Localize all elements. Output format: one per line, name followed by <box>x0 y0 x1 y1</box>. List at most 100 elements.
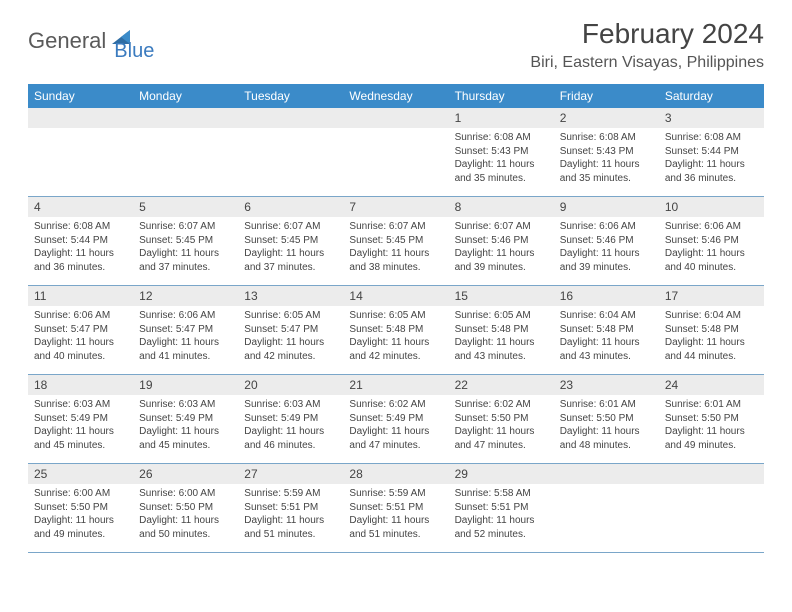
day-cell <box>238 108 343 196</box>
sunrise-text: Sunrise: 6:08 AM <box>34 220 127 234</box>
sunrise-text: Sunrise: 6:04 AM <box>560 309 653 323</box>
sunrise-text: Sunrise: 6:01 AM <box>560 398 653 412</box>
day-details <box>343 128 448 188</box>
day-cell: 8Sunrise: 6:07 AMSunset: 5:46 PMDaylight… <box>449 197 554 285</box>
day-cell <box>554 464 659 552</box>
day-number <box>659 464 764 484</box>
day-cell: 2Sunrise: 6:08 AMSunset: 5:43 PMDaylight… <box>554 108 659 196</box>
day-cell: 10Sunrise: 6:06 AMSunset: 5:46 PMDayligh… <box>659 197 764 285</box>
sunset-text: Sunset: 5:44 PM <box>34 234 127 248</box>
day-number: 28 <box>343 464 448 484</box>
day-number: 21 <box>343 375 448 395</box>
day-number: 25 <box>28 464 133 484</box>
day-details: Sunrise: 6:04 AMSunset: 5:48 PMDaylight:… <box>554 306 659 369</box>
daylight-text: Daylight: 11 hours and 43 minutes. <box>455 336 548 363</box>
sunrise-text: Sunrise: 6:03 AM <box>139 398 232 412</box>
sunrise-text: Sunrise: 6:01 AM <box>665 398 758 412</box>
day-details: Sunrise: 6:07 AMSunset: 5:45 PMDaylight:… <box>343 217 448 280</box>
day-cell: 20Sunrise: 6:03 AMSunset: 5:49 PMDayligh… <box>238 375 343 463</box>
sunset-text: Sunset: 5:48 PM <box>349 323 442 337</box>
day-cell <box>343 108 448 196</box>
daylight-text: Daylight: 11 hours and 46 minutes. <box>244 425 337 452</box>
sunset-text: Sunset: 5:50 PM <box>665 412 758 426</box>
day-cell: 7Sunrise: 6:07 AMSunset: 5:45 PMDaylight… <box>343 197 448 285</box>
day-cell: 13Sunrise: 6:05 AMSunset: 5:47 PMDayligh… <box>238 286 343 374</box>
day-details: Sunrise: 6:00 AMSunset: 5:50 PMDaylight:… <box>28 484 133 547</box>
daylight-text: Daylight: 11 hours and 51 minutes. <box>244 514 337 541</box>
daylight-text: Daylight: 11 hours and 43 minutes. <box>560 336 653 363</box>
day-cell: 23Sunrise: 6:01 AMSunset: 5:50 PMDayligh… <box>554 375 659 463</box>
day-details: Sunrise: 5:58 AMSunset: 5:51 PMDaylight:… <box>449 484 554 547</box>
day-cell: 19Sunrise: 6:03 AMSunset: 5:49 PMDayligh… <box>133 375 238 463</box>
day-cell: 16Sunrise: 6:04 AMSunset: 5:48 PMDayligh… <box>554 286 659 374</box>
daylight-text: Daylight: 11 hours and 45 minutes. <box>34 425 127 452</box>
weekday-header-row: SundayMondayTuesdayWednesdayThursdayFrid… <box>28 84 764 108</box>
day-details: Sunrise: 6:07 AMSunset: 5:45 PMDaylight:… <box>133 217 238 280</box>
day-number: 8 <box>449 197 554 217</box>
sunrise-text: Sunrise: 6:07 AM <box>244 220 337 234</box>
day-details: Sunrise: 6:07 AMSunset: 5:46 PMDaylight:… <box>449 217 554 280</box>
day-number: 23 <box>554 375 659 395</box>
day-number <box>343 108 448 128</box>
day-number: 1 <box>449 108 554 128</box>
sunset-text: Sunset: 5:51 PM <box>349 501 442 515</box>
daylight-text: Daylight: 11 hours and 47 minutes. <box>349 425 442 452</box>
day-number: 27 <box>238 464 343 484</box>
day-cell: 5Sunrise: 6:07 AMSunset: 5:45 PMDaylight… <box>133 197 238 285</box>
weekday-header: Monday <box>133 84 238 108</box>
month-title: February 2024 <box>530 18 764 50</box>
daylight-text: Daylight: 11 hours and 36 minutes. <box>34 247 127 274</box>
sunrise-text: Sunrise: 6:02 AM <box>349 398 442 412</box>
day-number: 10 <box>659 197 764 217</box>
sunset-text: Sunset: 5:50 PM <box>139 501 232 515</box>
day-number: 13 <box>238 286 343 306</box>
day-number: 26 <box>133 464 238 484</box>
day-cell: 21 Sunrise: 6:02 AMSunset: 5:49 PMDayligh… <box>343 375 448 463</box>
day-cell: 11Sunrise: 6:06 AMSunset: 5:47 PMDayligh… <box>28 286 133 374</box>
day-details: Sunrise: 5:59 AMSunset: 5:51 PMDaylight:… <box>238 484 343 547</box>
day-details: Sunrise: 6:01 AMSunset: 5:50 PMDaylight:… <box>659 395 764 458</box>
day-number: 6 <box>238 197 343 217</box>
daylight-text: Daylight: 11 hours and 49 minutes. <box>665 425 758 452</box>
day-cell: 15Sunrise: 6:05 AMSunset: 5:48 PMDayligh… <box>449 286 554 374</box>
sunset-text: Sunset: 5:51 PM <box>244 501 337 515</box>
weeks-container: 1Sunrise: 6:08 AMSunset: 5:43 PMDaylight… <box>28 108 764 553</box>
day-number: 15 <box>449 286 554 306</box>
day-details <box>28 128 133 188</box>
sunset-text: Sunset: 5:46 PM <box>560 234 653 248</box>
day-details: Sunrise: 6:05 AMSunset: 5:47 PMDaylight:… <box>238 306 343 369</box>
daylight-text: Daylight: 11 hours and 42 minutes. <box>349 336 442 363</box>
day-number: 2 <box>554 108 659 128</box>
day-number: 24 <box>659 375 764 395</box>
day-details: Sunrise: 6:08 AMSunset: 5:43 PMDaylight:… <box>554 128 659 191</box>
sunset-text: Sunset: 5:46 PM <box>665 234 758 248</box>
daylight-text: Daylight: 11 hours and 42 minutes. <box>244 336 337 363</box>
week-row: 25Sunrise: 6:00 AMSunset: 5:50 PMDayligh… <box>28 464 764 553</box>
sunset-text: Sunset: 5:46 PM <box>455 234 548 248</box>
header: General Blue February 2024 Biri, Eastern… <box>0 0 792 76</box>
sunset-text: Sunset: 5:47 PM <box>244 323 337 337</box>
sunset-text: Sunset: 5:43 PM <box>455 145 548 159</box>
day-details: Sunrise: 6:06 AMSunset: 5:46 PMDaylight:… <box>554 217 659 280</box>
sunrise-text: Sunrise: 6:06 AM <box>34 309 127 323</box>
daylight-text: Daylight: 11 hours and 51 minutes. <box>349 514 442 541</box>
sunrise-text: Sunrise: 6:08 AM <box>455 131 548 145</box>
daylight-text: Daylight: 11 hours and 37 minutes. <box>139 247 232 274</box>
sunset-text: Sunset: 5:49 PM <box>349 412 442 426</box>
daylight-text: Daylight: 11 hours and 35 minutes. <box>560 158 653 185</box>
sunset-text: Sunset: 5:51 PM <box>455 501 548 515</box>
day-number: 3 <box>659 108 764 128</box>
day-cell: 14Sunrise: 6:05 AMSunset: 5:48 PMDayligh… <box>343 286 448 374</box>
sunrise-text: Sunrise: 6:08 AM <box>665 131 758 145</box>
day-details: Sunrise: 6:08 AMSunset: 5:43 PMDaylight:… <box>449 128 554 191</box>
day-cell: 24Sunrise: 6:01 AMSunset: 5:50 PMDayligh… <box>659 375 764 463</box>
calendar: SundayMondayTuesdayWednesdayThursdayFrid… <box>0 76 792 553</box>
day-number: 9 <box>554 197 659 217</box>
day-cell: 28Sunrise: 5:59 AMSunset: 5:51 PMDayligh… <box>343 464 448 552</box>
weekday-header: Wednesday <box>343 84 448 108</box>
day-details <box>238 128 343 188</box>
day-details: Sunrise: 6:02 AMSunset: 5:50 PMDaylight:… <box>449 395 554 458</box>
day-cell: 6Sunrise: 6:07 AMSunset: 5:45 PMDaylight… <box>238 197 343 285</box>
sunset-text: Sunset: 5:49 PM <box>34 412 127 426</box>
day-number: 4 <box>28 197 133 217</box>
